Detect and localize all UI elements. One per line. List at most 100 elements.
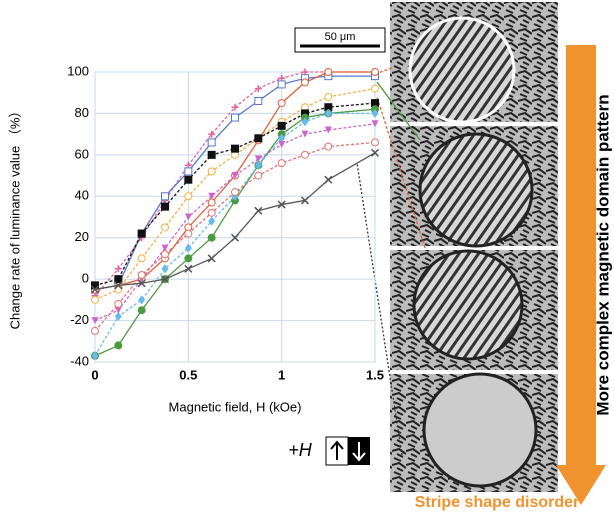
marker bbox=[371, 68, 379, 76]
marker bbox=[277, 121, 286, 130]
marker bbox=[114, 275, 123, 284]
marker bbox=[371, 120, 379, 128]
marker bbox=[207, 138, 216, 147]
marker bbox=[231, 172, 239, 180]
marker bbox=[161, 223, 169, 232]
marker bbox=[277, 200, 286, 209]
x-tick-label: 0.5 bbox=[179, 367, 197, 382]
marker bbox=[137, 271, 146, 279]
marker bbox=[324, 175, 333, 184]
marker bbox=[301, 150, 309, 159]
marker bbox=[277, 99, 286, 108]
marker bbox=[254, 171, 263, 180]
marker bbox=[371, 138, 379, 147]
marker bbox=[91, 351, 99, 361]
x-axis-label: Magnetic field, H (kOe) bbox=[169, 399, 302, 414]
marker bbox=[137, 279, 146, 288]
marker bbox=[324, 68, 333, 76]
marker bbox=[371, 84, 379, 93]
marker bbox=[184, 243, 192, 253]
marker bbox=[184, 264, 193, 273]
marker bbox=[161, 250, 169, 259]
marker bbox=[277, 80, 286, 89]
marker bbox=[301, 78, 309, 87]
marker bbox=[91, 317, 99, 325]
marker bbox=[184, 175, 193, 184]
marker bbox=[278, 141, 286, 148]
marker bbox=[301, 117, 309, 127]
marker bbox=[231, 144, 239, 153]
y-tick-label: 80 bbox=[75, 105, 89, 120]
marker bbox=[161, 192, 169, 201]
side-label: More complex magnetic domain pattern bbox=[593, 94, 612, 415]
marker bbox=[114, 311, 122, 321]
marker bbox=[254, 160, 262, 170]
marker bbox=[184, 254, 193, 263]
y-tick-label: -40 bbox=[70, 353, 89, 368]
series-line bbox=[94, 71, 375, 297]
series-line bbox=[94, 141, 376, 332]
bottom-label: Stripe shape disorder bbox=[415, 494, 580, 511]
marker bbox=[254, 97, 263, 105]
y-tick-label: -20 bbox=[70, 312, 89, 327]
marker bbox=[207, 198, 216, 207]
marker bbox=[137, 254, 146, 263]
marker bbox=[208, 216, 216, 226]
micrographs bbox=[390, 2, 558, 492]
marker bbox=[324, 142, 333, 151]
spin-up bbox=[330, 440, 344, 460]
marker bbox=[161, 244, 169, 252]
marker bbox=[277, 159, 286, 168]
field-label: +H bbox=[288, 440, 313, 460]
marker bbox=[254, 206, 263, 215]
marker bbox=[207, 208, 216, 217]
trend-arrow bbox=[556, 45, 606, 505]
series-line bbox=[94, 152, 376, 291]
marker bbox=[184, 213, 192, 221]
marker bbox=[161, 202, 169, 211]
marker bbox=[114, 281, 123, 290]
pointers bbox=[356, 67, 426, 456]
series-line bbox=[94, 87, 376, 301]
marker bbox=[254, 155, 262, 163]
marker bbox=[137, 306, 146, 315]
marker bbox=[161, 264, 169, 274]
marker bbox=[114, 300, 123, 308]
marker bbox=[370, 148, 380, 157]
y-axis-label: Change rate of luminance value （%） bbox=[7, 105, 22, 330]
marker bbox=[254, 85, 262, 93]
marker bbox=[160, 275, 170, 284]
marker bbox=[208, 130, 216, 138]
marker bbox=[230, 233, 240, 242]
y-tick-label: 100 bbox=[67, 63, 89, 78]
marker bbox=[90, 285, 100, 294]
marker bbox=[184, 229, 193, 238]
x-tick-label: 1 bbox=[278, 367, 285, 382]
scale-label: 50 μm bbox=[325, 31, 356, 43]
marker bbox=[91, 326, 99, 335]
marker bbox=[254, 134, 263, 143]
marker bbox=[371, 108, 379, 118]
x-tick-label: 1.5 bbox=[366, 367, 384, 382]
marker bbox=[184, 192, 193, 201]
y-tick-label: 20 bbox=[75, 229, 89, 244]
y-tick-label: 60 bbox=[75, 146, 89, 161]
marker bbox=[114, 341, 123, 350]
marker bbox=[301, 130, 309, 138]
series-line bbox=[94, 112, 375, 357]
marker bbox=[324, 108, 332, 118]
marker bbox=[114, 306, 122, 314]
marker bbox=[207, 167, 216, 176]
series-line bbox=[94, 123, 376, 322]
y-tick-label: 0 bbox=[82, 271, 89, 286]
marker bbox=[324, 92, 333, 101]
marker bbox=[138, 295, 146, 305]
marker bbox=[231, 188, 239, 197]
marker bbox=[278, 133, 286, 143]
y-tick-label: 40 bbox=[75, 188, 89, 203]
x-tick-label: 0 bbox=[91, 367, 98, 382]
marker bbox=[184, 167, 193, 176]
scale-box bbox=[294, 27, 386, 53]
marker bbox=[114, 265, 122, 273]
